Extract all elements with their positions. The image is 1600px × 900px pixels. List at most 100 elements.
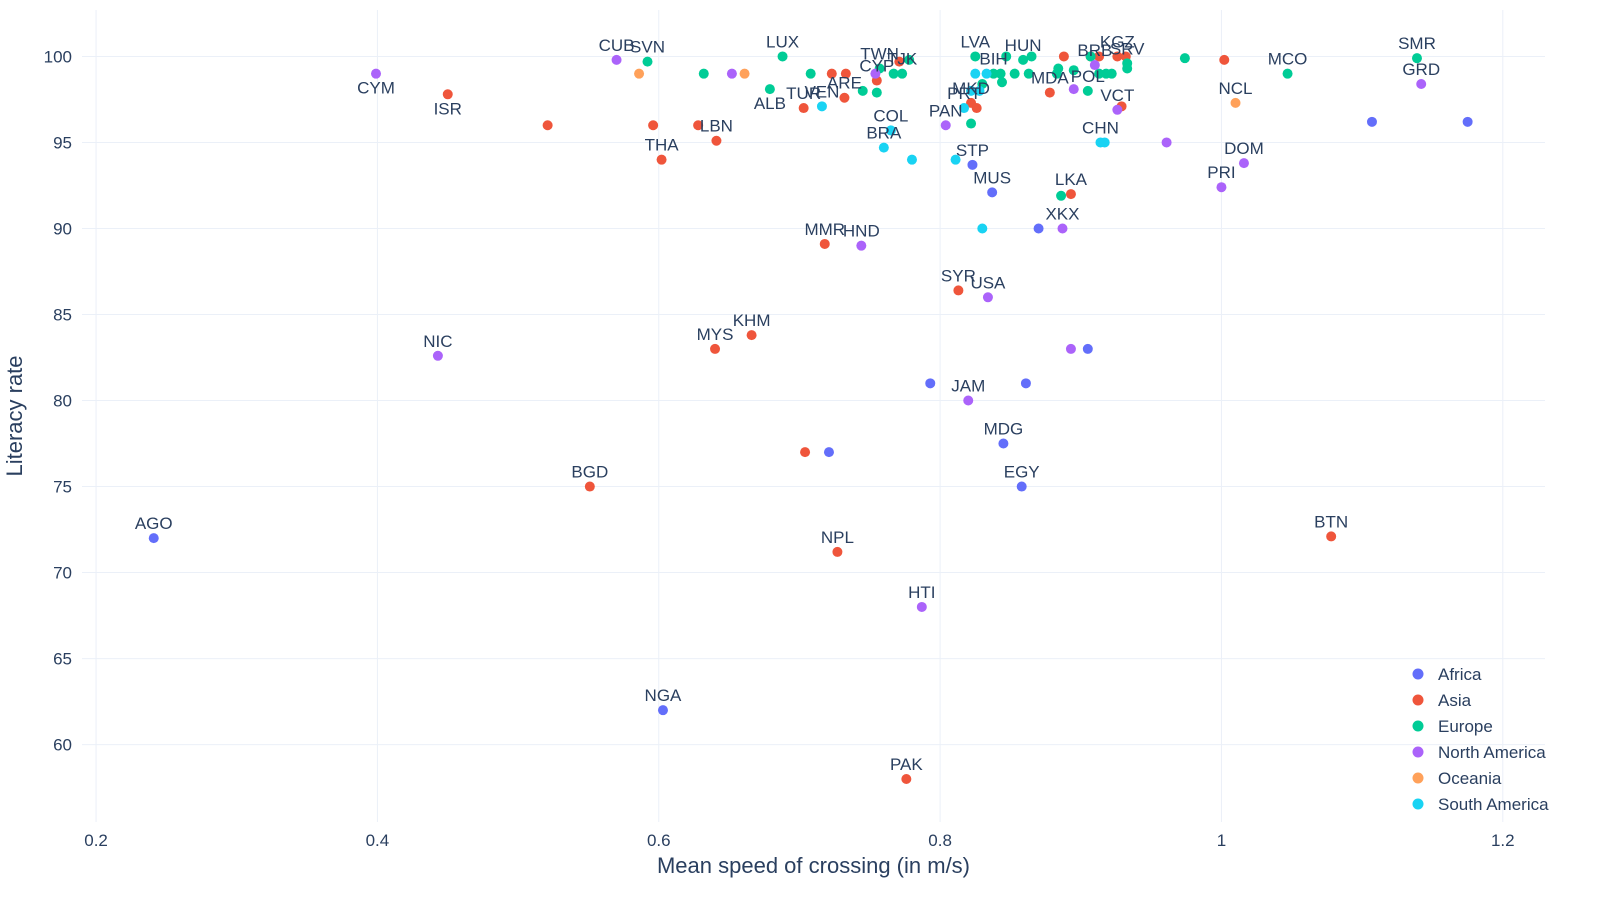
legend-item[interactable]: Asia — [1412, 691, 1472, 710]
data-point[interactable] — [1416, 78, 1427, 89]
data-point[interactable] — [611, 54, 622, 65]
data-point[interactable] — [878, 142, 889, 153]
data-point[interactable] — [805, 68, 816, 79]
data-point[interactable] — [1219, 54, 1230, 65]
data-point[interactable] — [1089, 60, 1100, 71]
legend-item[interactable]: Africa — [1412, 665, 1483, 684]
data-point[interactable] — [970, 51, 981, 62]
data-point[interactable] — [634, 68, 645, 79]
data-point[interactable] — [953, 285, 964, 296]
data-point[interactable] — [977, 223, 988, 234]
data-point[interactable] — [1068, 65, 1079, 76]
data-point[interactable] — [995, 68, 1006, 79]
data-point[interactable] — [925, 378, 936, 389]
data-point[interactable] — [1001, 51, 1012, 62]
data-point[interactable] — [1065, 343, 1076, 354]
data-point[interactable] — [885, 125, 896, 136]
legend-item[interactable]: North America — [1412, 743, 1547, 762]
data-point[interactable] — [816, 101, 827, 112]
data-point[interactable] — [1230, 97, 1241, 108]
data-point[interactable] — [764, 84, 775, 95]
data-point[interactable] — [998, 438, 1009, 449]
data-point[interactable] — [1044, 87, 1055, 98]
data-point[interactable] — [967, 159, 978, 170]
data-point[interactable] — [971, 103, 982, 114]
data-point[interactable] — [940, 120, 951, 131]
data-point[interactable] — [1099, 137, 1110, 148]
data-point[interactable] — [966, 118, 977, 129]
data-point[interactable] — [1238, 158, 1249, 169]
data-point[interactable] — [1366, 116, 1377, 127]
data-point[interactable] — [959, 103, 970, 114]
data-point[interactable] — [800, 447, 811, 458]
data-point[interactable] — [857, 85, 868, 96]
data-point[interactable] — [1016, 481, 1027, 492]
data-point[interactable] — [1411, 53, 1422, 64]
data-point[interactable] — [648, 120, 659, 131]
data-point[interactable] — [1462, 116, 1473, 127]
data-point[interactable] — [906, 154, 917, 165]
data-point[interactable] — [542, 120, 553, 131]
data-point[interactable] — [1009, 68, 1020, 79]
data-point[interactable] — [1082, 85, 1093, 96]
data-point[interactable] — [1282, 68, 1293, 79]
legend[interactable]: Africa Asia Europe North America Oceania Sout… — [1412, 665, 1550, 814]
data-point[interactable] — [901, 773, 912, 784]
data-point[interactable] — [798, 103, 809, 114]
data-point[interactable] — [1122, 58, 1133, 69]
data-point[interactable] — [739, 68, 750, 79]
data-point[interactable] — [1094, 51, 1105, 62]
data-point[interactable] — [693, 120, 704, 131]
data-point[interactable] — [1068, 84, 1079, 95]
data-point[interactable] — [777, 51, 788, 62]
data-point[interactable] — [1056, 190, 1067, 201]
legend-item[interactable]: Europe — [1412, 717, 1493, 736]
data-point[interactable] — [916, 601, 927, 612]
data-point[interactable] — [988, 68, 999, 79]
data-point[interactable] — [1033, 223, 1044, 234]
data-point[interactable] — [871, 87, 882, 98]
data-point[interactable] — [1112, 104, 1123, 115]
data-point[interactable] — [966, 85, 977, 96]
data-point[interactable] — [832, 546, 843, 557]
data-point[interactable] — [1082, 343, 1093, 354]
data-point[interactable] — [1053, 63, 1064, 74]
data-point[interactable] — [1161, 137, 1172, 148]
data-point[interactable] — [711, 135, 722, 146]
data-point[interactable] — [823, 447, 834, 458]
data-point[interactable] — [1085, 51, 1096, 62]
legend-item[interactable]: South America — [1412, 795, 1550, 814]
data-point[interactable] — [148, 533, 159, 544]
data-point[interactable] — [963, 395, 974, 406]
data-point[interactable] — [698, 68, 709, 79]
legend-item[interactable]: Oceania — [1412, 769, 1502, 788]
data-point[interactable] — [371, 68, 382, 79]
data-point[interactable] — [1106, 68, 1117, 79]
data-point[interactable] — [1065, 189, 1076, 200]
data-point[interactable] — [1023, 68, 1034, 79]
data-point[interactable] — [710, 343, 721, 354]
data-point[interactable] — [888, 68, 899, 79]
data-point[interactable] — [432, 350, 443, 361]
data-point[interactable] — [1179, 53, 1190, 64]
data-point[interactable] — [870, 68, 881, 79]
data-point[interactable] — [656, 154, 667, 165]
data-point[interactable] — [982, 292, 993, 303]
data-point[interactable] — [950, 154, 961, 165]
data-point[interactable] — [1326, 531, 1337, 542]
data-point[interactable] — [819, 238, 830, 249]
data-point[interactable] — [1112, 51, 1123, 62]
data-point[interactable] — [826, 68, 837, 79]
data-point[interactable] — [997, 77, 1008, 88]
data-point[interactable] — [987, 187, 998, 198]
data-point[interactable] — [839, 92, 850, 103]
data-point[interactable] — [726, 68, 737, 79]
data-point[interactable] — [657, 705, 668, 716]
data-point[interactable] — [897, 68, 908, 79]
data-point[interactable] — [974, 85, 985, 96]
data-point[interactable] — [840, 68, 851, 79]
data-point[interactable] — [1018, 54, 1029, 65]
data-point[interactable] — [442, 89, 453, 100]
data-point[interactable] — [1094, 68, 1105, 79]
data-point[interactable] — [904, 54, 915, 65]
